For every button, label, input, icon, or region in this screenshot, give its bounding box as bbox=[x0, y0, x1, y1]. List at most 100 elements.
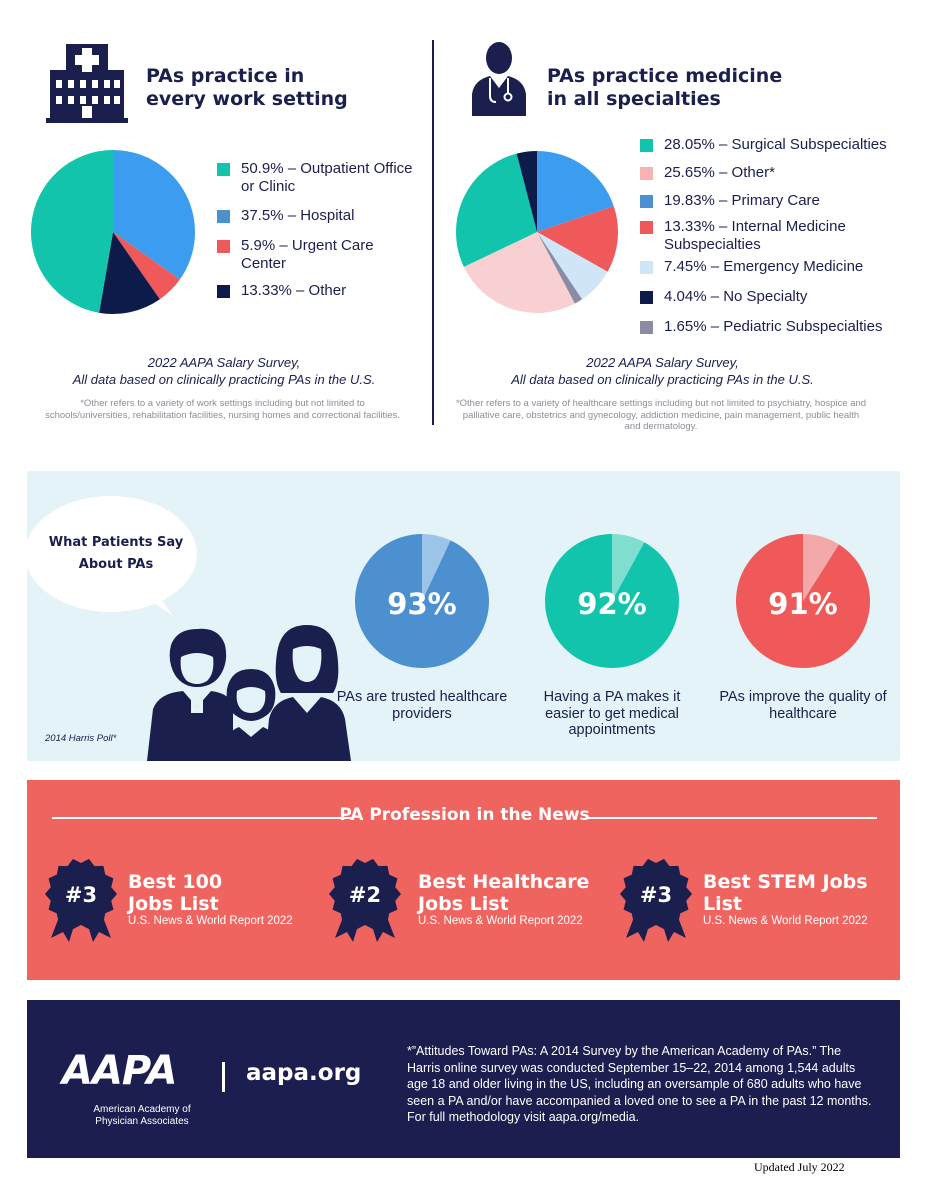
work-setting-slice-2 bbox=[113, 232, 180, 300]
award-source: U.S. News & World Report 2022 bbox=[128, 915, 293, 927]
trusted-stat-pie: 93% bbox=[354, 534, 489, 668]
legend-label: 28.05% – Surgical Subspecialties bbox=[664, 136, 887, 153]
legend-swatch bbox=[640, 321, 653, 334]
legend-item: 28.05% – Surgical Subspecialties bbox=[640, 136, 900, 164]
legend-label: 4.04% – No Specialty bbox=[664, 288, 808, 305]
quality-stat-pie: 91% bbox=[735, 534, 870, 668]
legend-item: 1.65% – Pediatric Subspecialties bbox=[640, 318, 900, 336]
legend-item: 13.33% – Other bbox=[217, 282, 427, 300]
trusted-caption: PAs are trusted healthcare providers bbox=[336, 689, 508, 722]
harris-poll-source: 2014 Harris Poll* bbox=[45, 733, 117, 744]
specialty-slice-6 bbox=[537, 232, 583, 304]
legend-swatch bbox=[217, 163, 230, 176]
specialty-slice-2 bbox=[537, 151, 614, 232]
specialty-slice-4 bbox=[537, 232, 608, 300]
award-ribbon-icon: #3 bbox=[620, 858, 692, 942]
legend-swatch bbox=[217, 210, 230, 223]
specialty-title: PAs practice medicine in all specialties bbox=[547, 65, 783, 110]
stat-main-slice bbox=[544, 534, 679, 668]
aapa-url-link[interactable]: aapa.org bbox=[246, 1060, 362, 1086]
legend-swatch bbox=[640, 195, 653, 208]
legend-label: 1.65% – Pediatric Subspecialties bbox=[664, 318, 883, 335]
legend-label: 25.65% – Other* bbox=[664, 164, 775, 181]
legend-swatch bbox=[640, 261, 653, 274]
award-rank: #3 bbox=[65, 883, 97, 907]
specialty-slice-5 bbox=[516, 151, 537, 232]
survey-methodology-note: *”Attitudes Toward PAs: A 2014 Survey by… bbox=[407, 1044, 872, 1124]
award-rank: #2 bbox=[349, 883, 381, 907]
updated-date: Updated July 2022 bbox=[754, 1160, 845, 1174]
news-section: PA Profession in the News #3 Best 100 Jo… bbox=[27, 780, 900, 980]
stat-rest-slice bbox=[612, 534, 645, 601]
specialty-footnote: *Other refers to a variety of healthcare… bbox=[455, 398, 867, 432]
stat-percent-label: 91% bbox=[768, 587, 837, 621]
legend-label: 19.83% – Primary Care bbox=[664, 192, 820, 209]
news-divider-right bbox=[587, 817, 877, 819]
legend-item: 25.65% – Other* bbox=[640, 164, 900, 192]
legend-swatch bbox=[217, 285, 230, 298]
specialty-legend: 28.05% – Surgical Subspecialties 25.65% … bbox=[640, 136, 900, 336]
stat-main-slice bbox=[354, 534, 489, 668]
work-setting-survey: 2022 AAPA Salary Survey, All data based … bbox=[72, 355, 376, 387]
legend-label: 13.33% – Other bbox=[241, 282, 347, 299]
legend-item: 50.9% – Outpatient Office or Clinic bbox=[217, 160, 427, 207]
legend-item: 7.45% – Emergency Medicine bbox=[640, 258, 900, 288]
legend-label: 50.9% – Outpatient Office or Clinic bbox=[241, 160, 413, 195]
legend-swatch bbox=[640, 221, 653, 234]
legend-item: 4.04% – No Specialty bbox=[640, 288, 900, 318]
appointments-stat-pie: 92% bbox=[544, 534, 679, 668]
specialty-slice-1 bbox=[463, 232, 575, 313]
news-title: PA Profession in the News bbox=[339, 805, 590, 825]
legend-item: 5.9% – Urgent Care Center bbox=[217, 237, 427, 282]
work-setting-title: PAs practice in every work setting bbox=[146, 65, 348, 110]
legend-item: 13.33% – Internal Medicine Subspecialtie… bbox=[640, 218, 900, 258]
award-title: Best STEM Jobs List bbox=[703, 871, 868, 915]
work-setting-legend: 50.9% – Outpatient Office or Clinic 37.5… bbox=[217, 160, 427, 300]
legend-label: 5.9% – Urgent Care Center bbox=[241, 237, 374, 272]
footer: AAPA American Academy of Physician Assoc… bbox=[27, 1000, 900, 1158]
award-title: Best Healthcare Jobs List bbox=[418, 871, 590, 915]
hospital-icon bbox=[46, 42, 128, 124]
legend-item: 19.83% – Primary Care bbox=[640, 192, 900, 218]
award-rank: #3 bbox=[640, 883, 672, 907]
legend-swatch bbox=[640, 167, 653, 180]
work-setting-pie bbox=[30, 150, 196, 315]
award-ribbon-icon: #2 bbox=[329, 858, 401, 942]
stat-rest-slice bbox=[422, 534, 451, 601]
news-divider-left bbox=[52, 817, 352, 819]
award-ribbon-icon: #3 bbox=[45, 858, 117, 942]
aapa-full-name: American Academy of Physician Associates bbox=[93, 1104, 191, 1127]
work-setting-footnote: *Other refers to a variety of work setti… bbox=[45, 398, 400, 421]
award-source: U.S. News & World Report 2022 bbox=[418, 915, 583, 927]
family-icon bbox=[147, 625, 351, 761]
legend-swatch bbox=[640, 291, 653, 304]
specialty-slice-3 bbox=[537, 206, 618, 272]
legend-swatch bbox=[217, 240, 230, 253]
panel-divider bbox=[432, 40, 434, 425]
aapa-logo: AAPA bbox=[62, 1048, 178, 1094]
patients-bubble-text: What Patients Say About PAs bbox=[48, 535, 184, 572]
legend-label: 13.33% – Internal Medicine Subspecialtie… bbox=[664, 218, 846, 253]
award-title: Best 100 Jobs List bbox=[128, 871, 223, 915]
stat-main-slice bbox=[735, 534, 870, 668]
speech-bubble-icon bbox=[25, 496, 197, 616]
doctor-icon bbox=[470, 38, 528, 118]
stat-percent-label: 92% bbox=[577, 587, 646, 621]
footer-separator bbox=[222, 1062, 225, 1092]
patients-section: What Patients Say About PAs 2014 Harris … bbox=[25, 471, 900, 761]
work-setting-slice-0 bbox=[30, 150, 114, 313]
legend-swatch bbox=[640, 139, 653, 152]
quality-caption: PAs improve the quality of healthcare bbox=[719, 689, 887, 722]
work-setting-slice-3 bbox=[99, 232, 160, 315]
stat-rest-slice bbox=[803, 534, 839, 601]
award-source: U.S. News & World Report 2022 bbox=[703, 915, 868, 927]
specialty-survey: 2022 AAPA Salary Survey, All data based … bbox=[511, 355, 814, 387]
legend-item: 37.5% – Hospital bbox=[217, 207, 427, 237]
legend-label: 37.5% – Hospital bbox=[241, 207, 355, 224]
appointments-caption: Having a PA makes it easier to get medic… bbox=[543, 689, 681, 738]
specialty-pie bbox=[456, 151, 618, 313]
legend-label: 7.45% – Emergency Medicine bbox=[664, 258, 864, 275]
work-setting-slice-1 bbox=[113, 150, 196, 280]
specialty-slice-0 bbox=[456, 153, 537, 267]
stat-percent-label: 93% bbox=[387, 587, 456, 621]
